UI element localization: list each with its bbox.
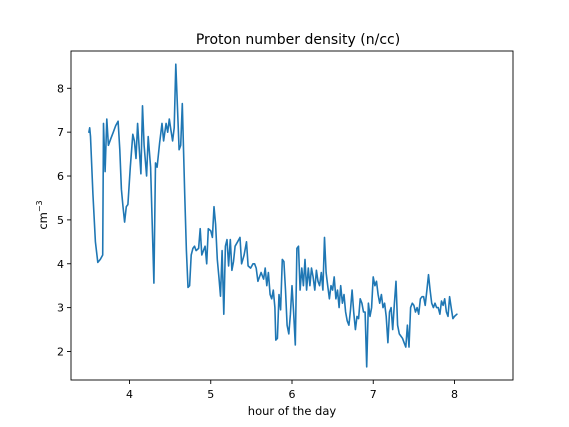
y-axis-label-exponent: −3 — [35, 200, 44, 212]
series-line-proton-density — [88, 63, 458, 368]
y-tick-label: 8 — [57, 82, 64, 95]
y-tick-label: 3 — [57, 302, 64, 315]
y-axis-label-base: cm — [36, 212, 50, 230]
x-tick-label: 4 — [126, 388, 133, 401]
chart-title: Proton number density (n/cc) — [196, 32, 400, 48]
x-tick-label: 6 — [289, 388, 296, 401]
y-tick-label: 4 — [57, 258, 64, 271]
y-tick-label: 7 — [57, 126, 64, 139]
x-tick-label: 5 — [207, 388, 214, 401]
y-tick-label: 2 — [57, 345, 64, 358]
x-axis-label: hour of the day — [248, 404, 337, 418]
y-axis: 2 3 4 5 6 7 8 — [57, 82, 71, 358]
x-tick-label: 8 — [451, 388, 458, 401]
plot-area — [88, 63, 458, 368]
y-tick-label: 5 — [57, 214, 64, 227]
y-tick-label: 6 — [57, 170, 64, 183]
axes-frame — [70, 50, 514, 381]
y-axis-label: cm−3 — [35, 200, 50, 229]
x-tick-label: 7 — [370, 388, 377, 401]
x-axis: 4 5 6 7 8 — [126, 380, 458, 401]
